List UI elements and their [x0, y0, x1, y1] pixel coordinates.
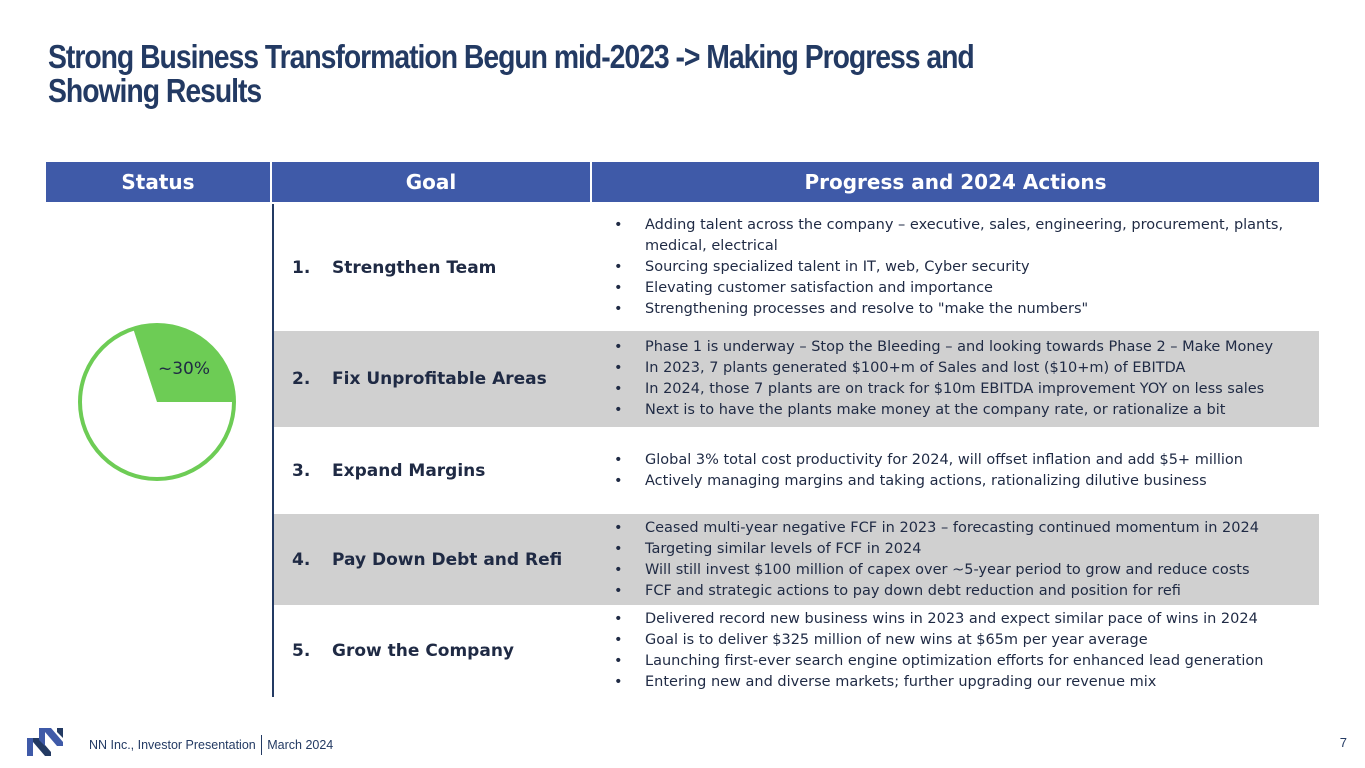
- goal-label: Pay Down Debt and Refi: [332, 549, 563, 570]
- footer-divider: [260, 735, 263, 755]
- goal-number: 1.: [292, 257, 311, 278]
- list-item: • Entering new and diverse markets; furth…: [614, 672, 1319, 693]
- status-column: ~30%: [46, 202, 272, 697]
- bullet-text: Next is to have the plants make money at…: [645, 402, 1226, 418]
- bullet-marker: •: [614, 582, 623, 599]
- goal-label: Grow the Company: [332, 641, 515, 661]
- table-row: 1. Strengthen Team • Adding talent across…: [272, 204, 1319, 331]
- list-item: • Actively managing margins and taking ac…: [614, 471, 1319, 492]
- pie-slice: [133, 325, 234, 402]
- bullet-marker: •: [614, 653, 623, 669]
- list-item: • Strengthening processes and resolve to …: [614, 299, 1319, 320]
- progress-cell: • Global 3% total cost productivity for 2…: [592, 427, 1319, 514]
- status-pie-chart: ~30%: [78, 323, 236, 481]
- bullet-text: In 2024, those 7 plants are on track for…: [645, 381, 1265, 397]
- bullet-marker: •: [614, 632, 623, 648]
- list-item: • Phase 1 is underway – Stop the Bleeding…: [614, 337, 1319, 358]
- bullet-marker: •: [614, 301, 623, 317]
- table-body: 1. Strengthen Team • Adding talent across…: [272, 204, 1319, 697]
- bullet-text: Entering new and diverse markets; furthe…: [645, 674, 1157, 690]
- bullet-marker: •: [614, 259, 623, 275]
- list-item: • Ceased multi-year negative FCF in 2023 …: [614, 518, 1319, 539]
- goal-number: 3.: [292, 460, 311, 481]
- table-row: 4. Pay Down Debt and Refi • Ceased multi-…: [272, 514, 1319, 605]
- bullet-text: Elevating customer satisfaction and impo…: [645, 280, 993, 296]
- bullet-marker: •: [614, 472, 623, 489]
- footer: NN Inc., Investor Presentation March 202…: [89, 735, 333, 755]
- header-progress: Progress and 2024 Actions: [804, 170, 1107, 194]
- bullet-text: Global 3% total cost productivity for 20…: [645, 451, 1243, 468]
- bullet-marker: •: [614, 381, 623, 397]
- table-row: 3. Expand Margins • Global 3% total cost …: [272, 427, 1319, 514]
- list-item: • In 2024, those 7 plants are on track fo…: [614, 379, 1319, 400]
- bullet-text: Ceased multi-year negative FCF in 2023 –…: [645, 519, 1259, 536]
- goal-cell: 5. Grow the Company: [274, 605, 592, 697]
- list-item: • Next is to have the plants make money a…: [614, 400, 1319, 421]
- bullet-marker: •: [614, 540, 623, 557]
- list-item: • Launching first-ever search engine opti…: [614, 651, 1319, 672]
- header-status: Status: [46, 162, 272, 202]
- progress-cell: • Delivered record new business wins in 2…: [592, 605, 1319, 697]
- goal-cell: 4. Pay Down Debt and Refi: [274, 514, 592, 605]
- bullet-text: Will still invest $100 million of capex …: [645, 561, 1250, 578]
- bullet-marker: •: [614, 280, 623, 296]
- list-item: • Elevating customer satisfaction and imp…: [614, 278, 1319, 299]
- list-item: • FCF and strategic actions to pay down d…: [614, 581, 1319, 602]
- bullet-marker: •: [614, 674, 623, 690]
- goal-label: Fix Unprofitable Areas: [332, 369, 547, 389]
- page-number: 7: [1339, 735, 1347, 750]
- table-row: 2. Fix Unprofitable Areas • Phase 1 is un…: [272, 331, 1319, 427]
- progress-cell: • Adding talent across the company – exec…: [592, 204, 1319, 331]
- bullet-text: Sourcing specialized talent in IT, web, …: [645, 259, 1030, 275]
- bullet-marker: •: [614, 402, 623, 418]
- bullet-marker: •: [614, 339, 623, 355]
- bullet-text: Goal is to deliver $325 million of new w…: [645, 632, 1148, 648]
- list-item: • Delivered record new business wins in 2…: [614, 609, 1319, 630]
- list-item: • Goal is to deliver $325 million of new …: [614, 630, 1319, 651]
- goal-label: Strengthen Team: [332, 257, 497, 278]
- footer-date: March 2024: [267, 738, 334, 752]
- pie-label: ~30%: [158, 359, 210, 379]
- progress-cell: • Ceased multi-year negative FCF in 2023 …: [592, 514, 1319, 605]
- bullet-text: Launching first-ever search engine optim…: [645, 653, 1264, 669]
- nn-logo-icon: [27, 728, 63, 756]
- goal-cell: 2. Fix Unprofitable Areas: [274, 331, 592, 427]
- header-goal: Goal: [272, 162, 592, 202]
- progress-cell: • Phase 1 is underway – Stop the Bleeding…: [592, 331, 1319, 427]
- bullet-text: In 2023, 7 plants generated $100+m of Sa…: [645, 360, 1186, 376]
- bullet-text: Phase 1 is underway – Stop the Bleeding …: [645, 339, 1274, 355]
- transformation-table: Status Goal Progress and 2024 Actions ~3…: [46, 162, 1319, 697]
- goal-cell: 1. Strengthen Team: [274, 204, 592, 331]
- list-item: • In 2023, 7 plants generated $100+m of S…: [614, 358, 1319, 379]
- table-row: 5. Grow the Company • Delivered record ne…: [272, 605, 1319, 697]
- goal-cell: 3. Expand Margins: [274, 427, 592, 514]
- bullet-text: Actively managing margins and taking act…: [645, 472, 1207, 489]
- table-header: Status Goal Progress and 2024 Actions: [46, 162, 1319, 202]
- bullet-marker: •: [614, 519, 623, 536]
- goal-number: 2.: [292, 369, 311, 389]
- goal-label: Expand Margins: [332, 460, 486, 481]
- slide-title: Strong Business Transformation Begun mid…: [48, 38, 975, 109]
- list-item: • Will still invest $100 million of capex…: [614, 560, 1319, 581]
- bullet-marker: •: [614, 611, 623, 627]
- bullet-marker: •: [614, 561, 623, 578]
- goal-number: 4.: [292, 549, 311, 570]
- bullet-text: Targeting similar levels of FCF in 2024: [645, 540, 922, 557]
- bullet-text: Adding talent across the company – execu…: [645, 217, 1284, 254]
- goal-number: 5.: [292, 641, 311, 661]
- list-item: • Targeting similar levels of FCF in 2024: [614, 539, 1319, 560]
- list-item: • Global 3% total cost productivity for 2…: [614, 450, 1319, 471]
- bullet-text: Delivered record new business wins in 20…: [645, 611, 1258, 627]
- bullet-marker: •: [614, 451, 623, 468]
- bullet-marker: •: [614, 360, 623, 376]
- footer-company: NN Inc., Investor Presentation: [89, 738, 256, 752]
- bullet-marker: •: [614, 217, 623, 233]
- bullet-text: Strengthening processes and resolve to "…: [645, 301, 1089, 317]
- list-item: • Sourcing specialized talent in IT, web,…: [614, 257, 1319, 278]
- bullet-text: FCF and strategic actions to pay down de…: [645, 582, 1181, 599]
- list-item: • Adding talent across the company – exec…: [614, 215, 1319, 257]
